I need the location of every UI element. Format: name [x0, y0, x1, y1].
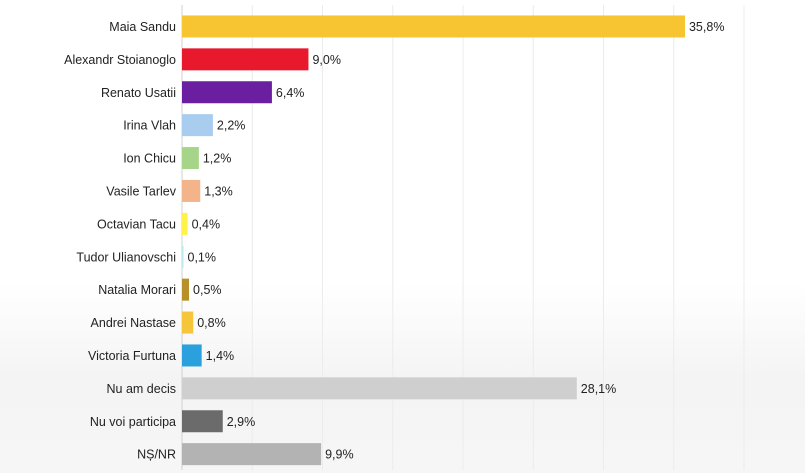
category-label: Ion Chicu — [123, 152, 176, 166]
category-label: Irina Vlah — [123, 119, 176, 133]
category-label: Victoria Furtuna — [88, 349, 176, 363]
bar-4 — [182, 147, 199, 170]
bar-6 — [182, 212, 188, 235]
category-label: NȘ/NR — [137, 448, 176, 462]
value-label: 0,5% — [193, 283, 222, 297]
value-label: 35,8% — [689, 20, 724, 34]
value-label: 6,4% — [276, 86, 305, 100]
bar-10 — [182, 344, 202, 367]
value-label: 0,4% — [192, 217, 221, 231]
bar-8 — [182, 278, 190, 301]
value-label: 1,4% — [206, 349, 235, 363]
category-label: Tudor Ulianovschi — [76, 250, 176, 264]
value-label: 2,9% — [227, 415, 256, 429]
value-label: 9,9% — [325, 448, 354, 462]
value-labels: 35,8% 9,0% 6,4% 2,2% 1,2% 1,3% 0,4% 0,1% 0,5% 0,8… — [188, 20, 725, 462]
category-label: Octavian Tacu — [97, 217, 176, 231]
bar-1 — [182, 48, 309, 71]
bar-5 — [182, 179, 201, 202]
bar-7 — [182, 245, 184, 268]
category-label: Maia Sandu — [109, 20, 176, 34]
bar-13 — [182, 443, 322, 466]
value-label: 2,2% — [217, 119, 246, 133]
bar-2 — [182, 81, 272, 104]
grid-lines — [181, 5, 745, 470]
category-label: Andrei Nastase — [91, 316, 177, 330]
value-label: 0,1% — [188, 250, 217, 264]
bar-12 — [182, 410, 223, 433]
category-labels: Maia Sandu Alexandr Stoianoglo Renato Usat… — [64, 20, 177, 462]
value-label: 9,0% — [312, 53, 341, 67]
bars — [182, 15, 685, 466]
value-label: 28,1% — [581, 382, 616, 396]
category-label: Vasile Tarlev — [106, 184, 176, 198]
value-label: 1,2% — [203, 152, 232, 166]
category-label: Alexandr Stoianoglo — [64, 53, 176, 67]
category-label: Nu voi participa — [90, 415, 176, 429]
category-label: Nu am decis — [107, 382, 176, 396]
bar-9 — [182, 311, 194, 334]
category-label: Renato Usatii — [101, 86, 176, 100]
value-label: 0,8% — [197, 316, 226, 330]
value-label: 1,3% — [204, 184, 233, 198]
bar-11 — [182, 377, 577, 400]
category-label: Natalia Morari — [98, 283, 176, 297]
bar-3 — [182, 114, 213, 137]
bar-0 — [182, 15, 685, 38]
